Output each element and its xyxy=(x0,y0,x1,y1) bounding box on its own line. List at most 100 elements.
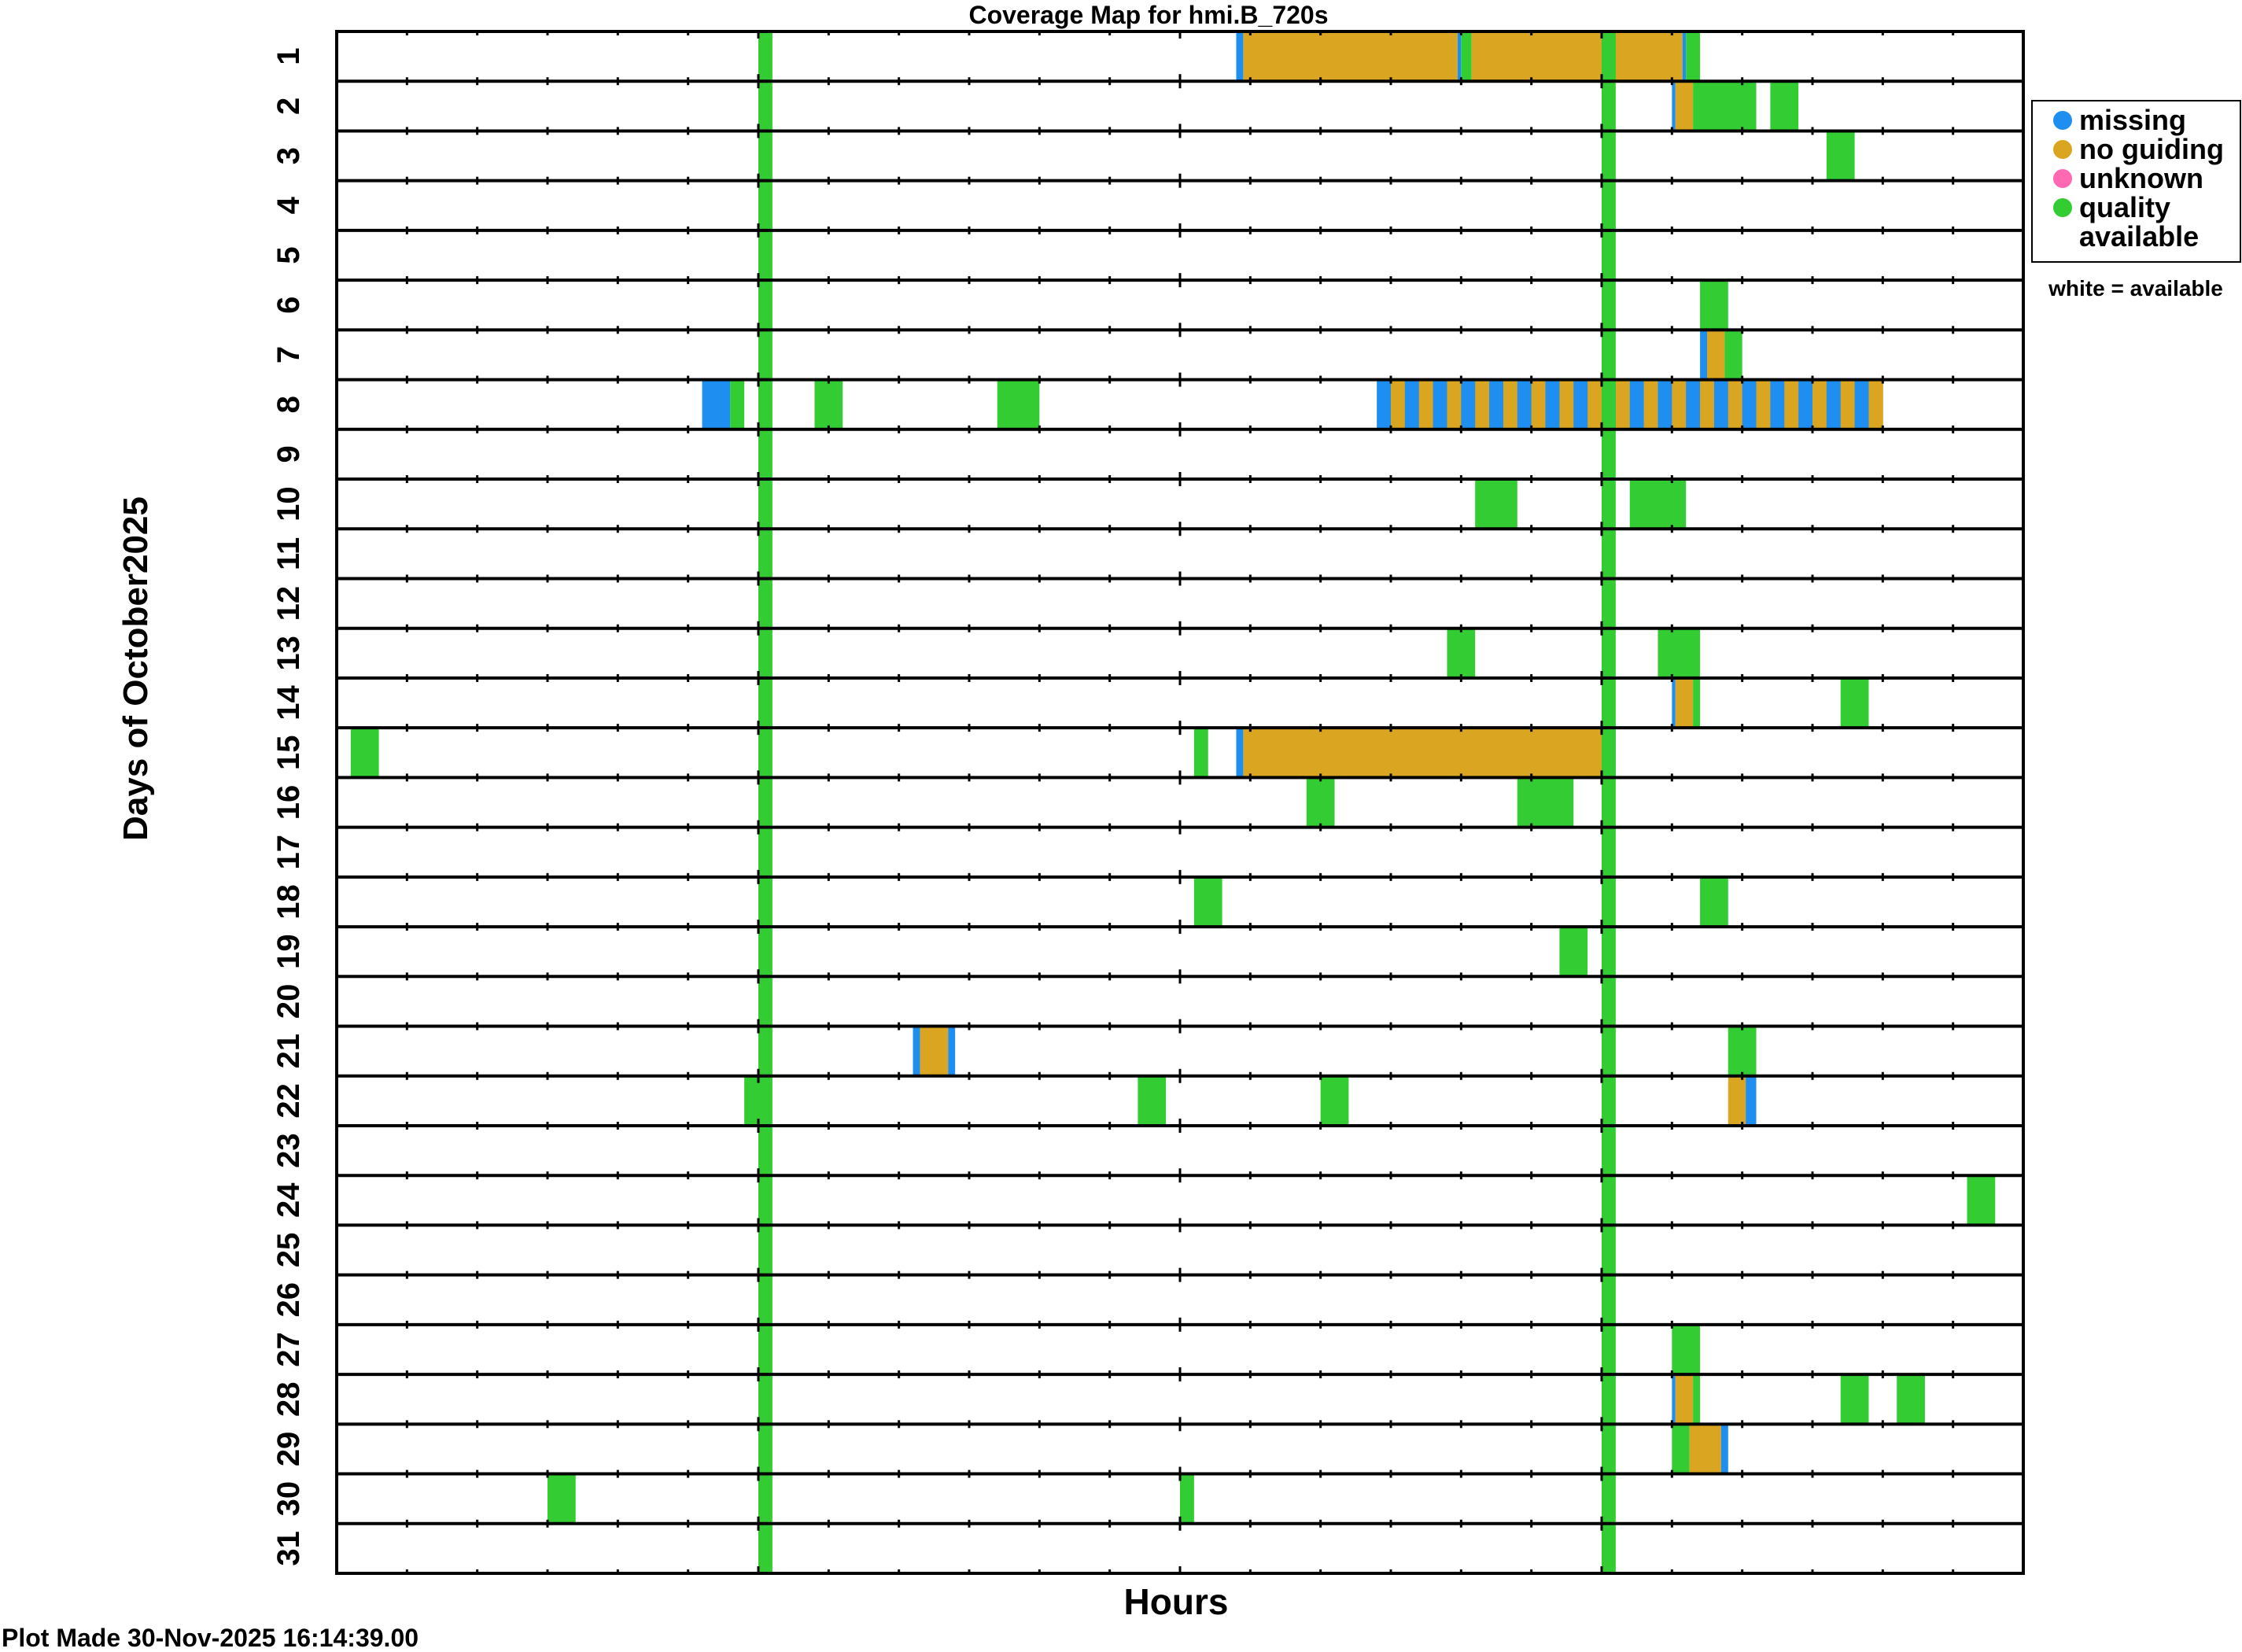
stripe-segment xyxy=(1728,379,1743,430)
day-label: 23 xyxy=(271,1133,306,1168)
day-label: 20 xyxy=(271,984,306,1020)
coverage-block-quality xyxy=(1770,81,1799,131)
day-label: 31 xyxy=(271,1531,306,1566)
stripe-segment xyxy=(1418,379,1434,430)
legend-label-quality: quality xyxy=(2079,191,2170,223)
legend-label-unknown: unknown xyxy=(2079,162,2203,194)
legend-marker-missing xyxy=(2053,111,2072,130)
stripe-segment xyxy=(1404,379,1420,430)
coverage-block-quality xyxy=(1672,1424,1690,1474)
day-label: 16 xyxy=(271,785,306,820)
coverage-block-quality xyxy=(1559,927,1588,977)
coverage-block-missing xyxy=(1236,728,1244,778)
stripe-segment xyxy=(1461,379,1476,430)
day-label: 21 xyxy=(271,1034,306,1069)
coverage-block-quality xyxy=(1475,479,1517,529)
day-label: 25 xyxy=(271,1233,306,1268)
stripe-segment xyxy=(1503,379,1518,430)
day-label: 29 xyxy=(271,1432,306,1467)
legend-marker-quality xyxy=(2053,198,2072,217)
coverage-block-noguide xyxy=(1675,1374,1694,1425)
day-label: 2 xyxy=(271,98,306,115)
coverage-block-missing xyxy=(1672,81,1676,131)
stripe-segment xyxy=(1629,379,1645,430)
coverage-block-noguide xyxy=(1728,1075,1746,1126)
coverage-block-missing xyxy=(1746,1075,1757,1126)
coverage-block-noguide xyxy=(1675,677,1694,728)
stripe-segment xyxy=(1559,379,1574,430)
stripe-segment xyxy=(1615,379,1631,430)
stripe-segment xyxy=(1391,379,1406,430)
coverage-block-noguide xyxy=(1471,31,1683,82)
coverage-block-quality xyxy=(1728,1026,1757,1076)
coverage-block-noguide xyxy=(1243,31,1458,82)
coverage-block-quality xyxy=(744,1075,758,1126)
coverage-block-quality xyxy=(1967,1175,1996,1226)
y-axis-label: Days of October2025 xyxy=(116,496,155,841)
coverage-block-quality xyxy=(1193,876,1222,927)
coverage-block-noguide xyxy=(920,1026,949,1076)
plot-frame xyxy=(335,30,2025,1575)
chart-title: Coverage Map for hmi.B_720s xyxy=(968,1,1328,29)
stripe-segment xyxy=(1658,379,1672,430)
coverage-block-quality xyxy=(1138,1075,1167,1126)
coverage-block-missing xyxy=(1672,1374,1676,1425)
legend-marker-noguide xyxy=(2053,140,2072,159)
coverage-block-noguide xyxy=(1689,1424,1721,1474)
stripe-segment xyxy=(1700,379,1715,430)
legend-note: white = available xyxy=(2048,276,2223,301)
day-label: 24 xyxy=(271,1182,306,1218)
stripe-segment xyxy=(1672,379,1687,430)
coverage-block-quality xyxy=(1693,1374,1701,1425)
day-label: 18 xyxy=(271,884,306,920)
coverage-block-missing xyxy=(1672,677,1676,728)
stripe-segment xyxy=(1643,379,1658,430)
legend-label-noguide: no guiding xyxy=(2079,133,2224,165)
stripe-segment xyxy=(1868,379,1883,430)
stripe-segment xyxy=(1489,379,1504,430)
day-label: 12 xyxy=(271,586,306,621)
coverage-block-quality xyxy=(1461,31,1472,82)
coverage-block-quality xyxy=(1840,1374,1869,1425)
day-label: 15 xyxy=(271,736,306,771)
day-label: 3 xyxy=(271,147,306,164)
day-label: 26 xyxy=(271,1282,306,1318)
day-label: 1 xyxy=(271,47,306,65)
coverage-block-quality xyxy=(1658,628,1701,678)
legend-label-quality-line2: available xyxy=(2079,220,2199,253)
day-label: 17 xyxy=(271,835,306,870)
stripe-segment xyxy=(1784,379,1799,430)
coverage-block-quality xyxy=(1826,131,1855,181)
plot-area xyxy=(335,30,2025,1575)
stripe-segment xyxy=(1447,379,1462,430)
stripe-segment xyxy=(1770,379,1785,430)
coverage-block-quality xyxy=(1724,330,1742,380)
striped-block-day-8 xyxy=(1377,379,1883,430)
coverage-block-noguide xyxy=(1675,81,1694,131)
stripe-segment xyxy=(1854,379,1869,430)
coverage-block-missing xyxy=(1720,1424,1728,1474)
stripe-segment xyxy=(1377,379,1392,430)
coverage-block-missing xyxy=(1457,31,1462,82)
day-label: 6 xyxy=(271,297,306,314)
coverage-block-quality xyxy=(1320,1075,1349,1126)
stripe-segment xyxy=(1475,379,1490,430)
stripe-segment xyxy=(1573,379,1588,430)
coverage-block-quality xyxy=(1517,777,1574,828)
coverage-block-quality xyxy=(1700,280,1728,330)
coverage-block-missing xyxy=(1682,31,1687,82)
coverage-block-quality xyxy=(1693,81,1757,131)
day-label: 10 xyxy=(271,486,306,522)
coverage-block-missing xyxy=(948,1026,956,1076)
coverage-column-quality xyxy=(1602,31,1616,1573)
coverage-block-quality xyxy=(1306,777,1335,828)
x-axis-label: Hours xyxy=(1124,1581,1229,1622)
coverage-block-quality xyxy=(814,379,843,430)
coverage-block-missing xyxy=(1236,31,1244,82)
coverage-block-quality xyxy=(997,379,1040,430)
stripe-segment xyxy=(1812,379,1827,430)
coverage-block-quality xyxy=(1447,628,1476,678)
coverage-block-noguide xyxy=(1243,728,1609,778)
coverage-block-quality xyxy=(1897,1374,1925,1425)
